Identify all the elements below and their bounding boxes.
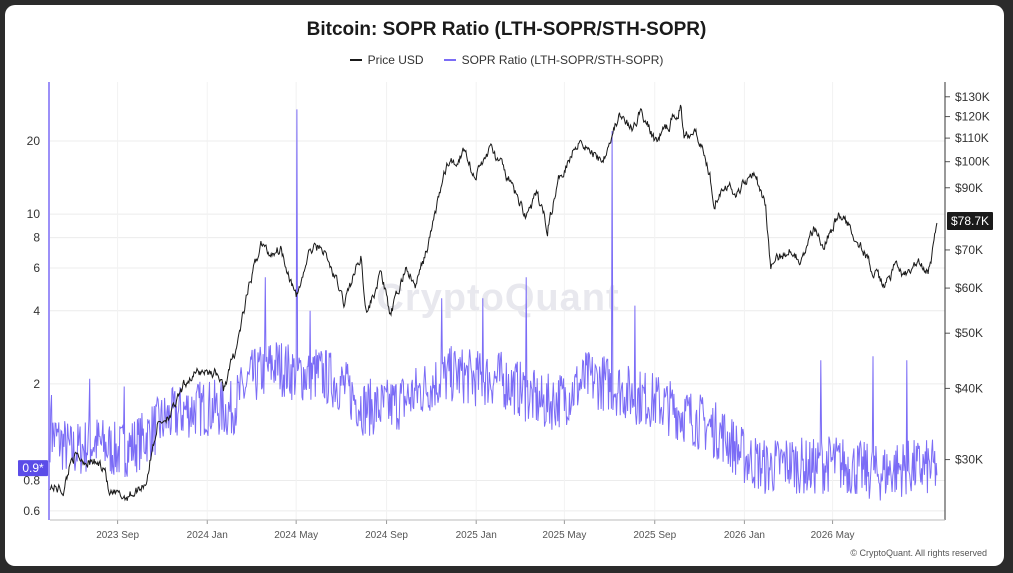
legend-swatch-sopr <box>443 59 456 61</box>
legend-label-sopr: SOPR Ratio (LTH-SOPR/STH-SOPR) <box>461 53 664 67</box>
left-tick-label: 20 <box>27 134 41 148</box>
watermark: CryptoQuant <box>376 277 619 319</box>
right-tick-label: $30K <box>955 453 983 467</box>
left-tick-label: 10 <box>27 207 41 221</box>
left-tick-label: 0.6 <box>23 504 40 518</box>
legend-item-sopr[interactable]: SOPR Ratio (LTH-SOPR/STH-SOPR) <box>443 53 664 67</box>
left-tick-label: 6 <box>33 261 40 275</box>
x-tick-label: 2024 May <box>274 530 318 541</box>
x-tick-label: 2024 Sep <box>365 530 408 541</box>
left-tick-label: 0.8 <box>23 473 40 487</box>
legend-label-price: Price USD <box>367 53 424 67</box>
sopr-series-line <box>49 109 938 501</box>
right-tick-label: $50K <box>955 326 983 340</box>
x-tick-label: 2025 May <box>542 530 586 541</box>
right-tick-label: $90K <box>955 181 983 195</box>
current-sopr-badge <box>18 460 48 477</box>
chart-title: Bitcoin: SOPR Ratio (LTH-SOPR/STH-SOPR) <box>306 19 707 40</box>
price-layer <box>49 104 938 502</box>
x-tick-label: 2023 Sep <box>96 530 139 541</box>
right-tick-label: $70K <box>955 243 983 257</box>
left-tick-label: 4 <box>33 304 40 318</box>
right-tick-label: $60K <box>955 281 983 295</box>
right-tick-label: $40K <box>955 381 983 395</box>
current-price-label: $78.7K <box>951 214 989 228</box>
x-tick-label: 2025 Jan <box>456 530 497 541</box>
price-series-line <box>49 104 938 502</box>
sopr-layer <box>49 109 938 501</box>
legend-item-price[interactable]: Price USD <box>349 53 424 67</box>
right-tick-label: $120K <box>955 110 990 124</box>
axis-layer: 0.6 0.8 2 4 6 8 10 20 2023 Sep 2024 Jan 2024 May 20… <box>18 82 993 541</box>
legend: Price USD SOPR Ratio (LTH-SOPR/STH-SOPR) <box>0 53 1013 67</box>
left-tick-label: 2 <box>33 377 40 391</box>
copyright-credit: © CryptoQuant. All rights reserved <box>850 548 987 558</box>
right-tick-label: $100K <box>955 155 990 169</box>
x-tick-label: 2025 Sep <box>633 530 676 541</box>
chart-card <box>5 5 1004 566</box>
legend-swatch-price <box>349 59 362 61</box>
left-tick-label: 8 <box>33 231 40 245</box>
x-tick-label: 2024 Jan <box>187 530 228 541</box>
x-tick-label: 2026 May <box>811 530 855 541</box>
current-price-badge <box>947 211 993 230</box>
right-tick-label: $110K <box>955 131 989 145</box>
x-tick-label: 2026 Jan <box>724 530 765 541</box>
right-tick-label: $130K <box>955 90 990 104</box>
current-sopr-label: 0.9* <box>22 461 44 475</box>
